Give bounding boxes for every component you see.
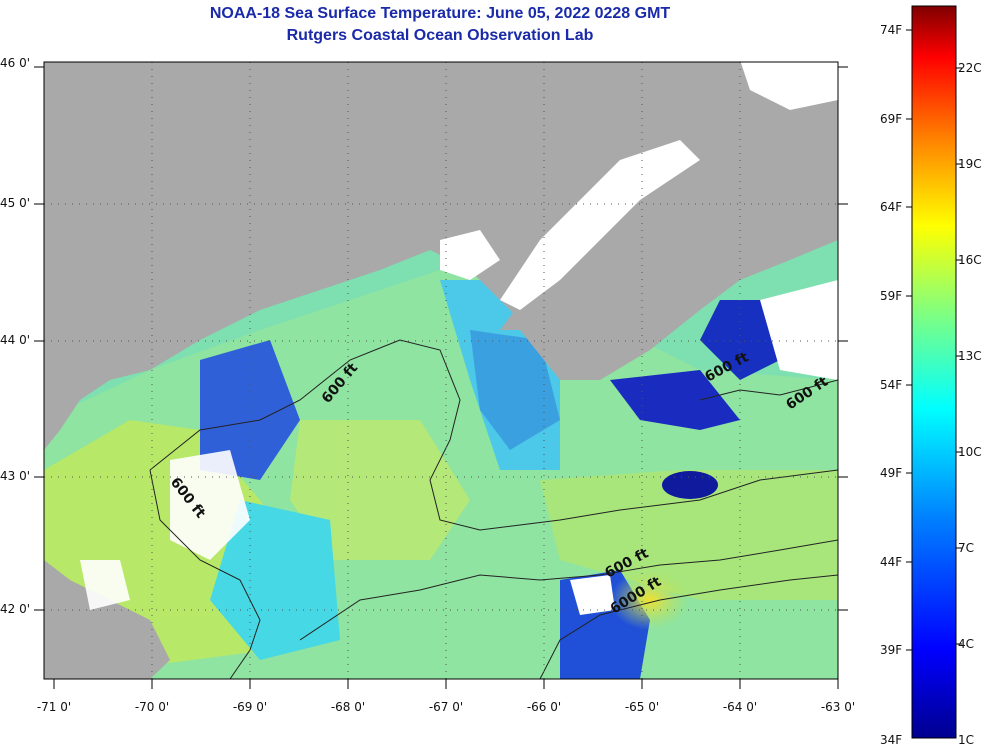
colorbar-celsius-label: 22C: [958, 61, 982, 75]
lon-label: -67 0': [428, 700, 464, 714]
lat-label: 42 0': [0, 602, 31, 616]
colorbar-fahrenheit-label: 64F: [880, 200, 903, 214]
sst-warm-eddy: [610, 570, 690, 630]
contour-6000ft: [539, 574, 838, 679]
lon-label: -71 0': [36, 700, 72, 714]
map-ticks: [34, 66, 848, 689]
colorbar-celsius-label: 1C: [958, 733, 975, 747]
lon-label: -70 0': [134, 700, 170, 714]
colorbar-fahrenheit-label: 39F: [880, 643, 903, 657]
cloud-georges: [570, 575, 615, 615]
colorbar-fahrenheit-label: 69F: [880, 112, 903, 126]
depth-contours: [149, 339, 838, 679]
graticule: [44, 62, 838, 679]
colorbar-fahrenheit-label: 74F: [880, 23, 903, 37]
sst-cool-patch: [210, 500, 340, 660]
colorbar-celsius-label: 10C: [958, 445, 982, 459]
cloud-east-coast: [760, 280, 838, 380]
colorbar-celsius-label: 13C: [958, 349, 982, 363]
sst-cold-eddy: [662, 471, 718, 499]
sst-cold-coast: [200, 340, 300, 480]
color-scale-ticks: [906, 29, 962, 651]
lon-label: -66 0': [526, 700, 562, 714]
sst-cold-bay: [470, 330, 560, 450]
cloud-maine: [440, 230, 500, 280]
map-subtitle: Rutgers Coastal Ocean Observation Lab: [286, 27, 594, 44]
cloud-gulf-west: [170, 450, 250, 560]
map-frame: [43, 61, 839, 680]
sst-warm-east: [540, 470, 838, 600]
lat-label: 43 0': [0, 469, 31, 483]
contour-600ft-east: [699, 379, 838, 401]
map-title: NOAA-18 Sea Surface Temperature: June 05…: [209, 5, 671, 22]
colorbar-fahrenheit-label: 59F: [880, 289, 903, 303]
colorbar-celsius-label: 7C: [958, 541, 975, 555]
cloud-cape: [80, 560, 130, 610]
colorbar-fahrenheit-label: 44F: [880, 555, 903, 569]
lon-label: -63 0': [820, 700, 856, 714]
lat-label: 44 0': [0, 333, 31, 347]
color-scale-bar: [911, 5, 957, 739]
land-cape-cod: [44, 560, 170, 679]
colorbar-fahrenheit-label: 34F: [880, 733, 903, 747]
colorbar-celsius-label: 16C: [958, 253, 982, 267]
cloud-bay-of-fundy: [500, 140, 700, 310]
lon-label: -65 0': [624, 700, 660, 714]
colorbar-celsius-label: 4C: [958, 637, 975, 651]
lon-label: -64 0': [722, 700, 758, 714]
sst-cold-nova: [700, 300, 780, 380]
colorbar-fahrenheit-label: 54F: [880, 378, 903, 392]
lat-label: 45 0': [0, 196, 31, 210]
lon-label: -69 0': [232, 700, 268, 714]
sst-warm-center: [290, 420, 470, 560]
map-area: [44, 62, 838, 679]
contour-600ft-north: [149, 339, 838, 531]
lon-label: -68 0': [330, 700, 366, 714]
colorbar-celsius-label: 19C: [958, 157, 982, 171]
land-nova-scotia: [500, 150, 838, 380]
cloud-northeast: [740, 62, 838, 110]
colorbar-fahrenheit-label: 49F: [880, 466, 903, 480]
contour-600ft-georges: [299, 539, 838, 641]
lat-label: 46 0': [0, 56, 31, 70]
